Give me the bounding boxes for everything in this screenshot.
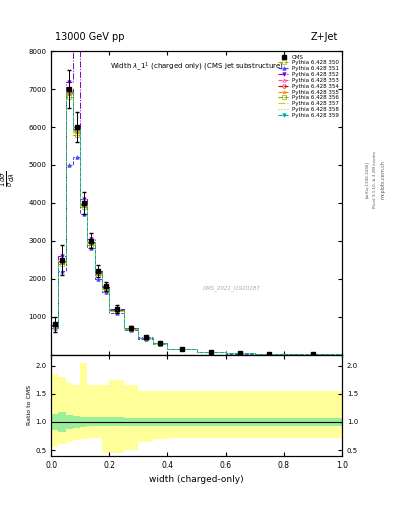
Bar: [51, 414, 59, 431]
Bar: [66, 382, 73, 442]
Bar: [73, 416, 80, 428]
Bar: [109, 380, 124, 453]
Bar: [80, 363, 88, 439]
Bar: [88, 386, 95, 438]
Bar: [73, 386, 80, 440]
Text: Z+Jet: Z+Jet: [310, 32, 338, 42]
Bar: [138, 418, 153, 426]
Bar: [59, 377, 66, 444]
Bar: [80, 417, 88, 427]
Bar: [255, 391, 284, 438]
Bar: [51, 374, 59, 447]
Y-axis label: Ratio to CMS: Ratio to CMS: [27, 385, 32, 425]
Bar: [226, 391, 255, 438]
Bar: [196, 391, 226, 438]
Bar: [95, 386, 102, 438]
Text: $\frac{1}{\sigma}\frac{d\sigma}{d\lambda}$: $\frac{1}{\sigma}\frac{d\sigma}{d\lambda…: [0, 171, 17, 187]
Bar: [196, 418, 226, 426]
Text: 13000 GeV pp: 13000 GeV pp: [55, 32, 125, 42]
X-axis label: width (charged-only): width (charged-only): [149, 475, 244, 484]
Bar: [153, 391, 167, 439]
Bar: [124, 386, 138, 450]
Bar: [255, 418, 284, 426]
Bar: [102, 417, 109, 426]
Text: Rivet 3.1.10, ≥ 3.2M events: Rivet 3.1.10, ≥ 3.2M events: [373, 151, 377, 208]
Bar: [226, 418, 255, 426]
Bar: [167, 391, 196, 438]
Text: CMS_2021_I1920187: CMS_2021_I1920187: [202, 285, 260, 291]
Bar: [284, 391, 342, 438]
Bar: [88, 417, 95, 426]
Bar: [167, 418, 196, 426]
Bar: [95, 417, 102, 426]
Bar: [284, 418, 342, 426]
Text: Width $\lambda$_1$^1$ (charged only) (CMS jet substructure): Width $\lambda$_1$^1$ (charged only) (CM…: [110, 60, 283, 73]
Bar: [66, 415, 73, 429]
Text: [arXiv:1306.3436]: [arXiv:1306.3436]: [365, 161, 369, 198]
Bar: [102, 386, 109, 453]
Bar: [153, 418, 167, 426]
Bar: [138, 391, 153, 442]
Bar: [109, 417, 124, 426]
Text: mcplots.cern.ch: mcplots.cern.ch: [381, 160, 386, 199]
Bar: [59, 412, 66, 432]
Bar: [124, 418, 138, 426]
Legend: CMS, Pythia 6.428 350, Pythia 6.428 351, Pythia 6.428 352, Pythia 6.428 353, Pyt: CMS, Pythia 6.428 350, Pythia 6.428 351,…: [276, 52, 341, 120]
